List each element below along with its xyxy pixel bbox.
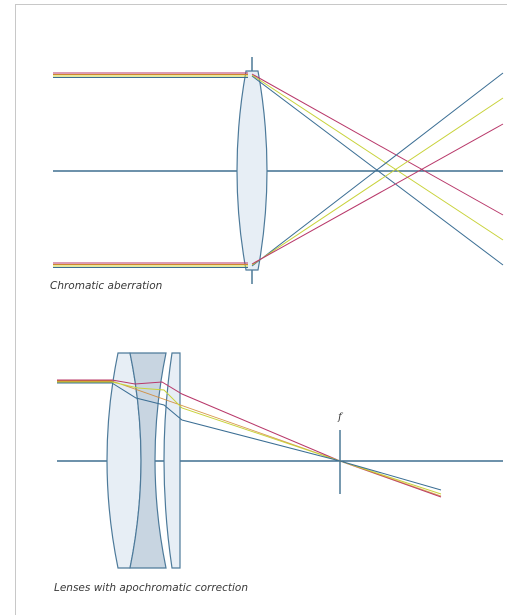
apo-ray-blue (111, 382, 442, 491)
diagram-frame (15, 4, 507, 615)
caption-apochromatic-correction: Lenses with apochromatic correction (54, 582, 248, 594)
refracted-ray-yellow-upper (251, 74, 504, 241)
lens-element-3 (163, 352, 181, 569)
caption-chromatic-aberration: Chromatic aberration (50, 280, 163, 292)
apochromatic-figure (57, 352, 503, 569)
refracted-ray-yellow-lower (251, 97, 504, 266)
chromatic-aberration-figure (53, 57, 504, 284)
lens-element-2 (129, 352, 167, 569)
refracted-ray-blue-upper (251, 75, 504, 266)
biconvex-lens (236, 70, 268, 271)
apo-ray-yellow (111, 381, 442, 495)
refracted-ray-red-upper (251, 73, 504, 216)
apo-ray-orange (111, 380, 442, 497)
refracted-ray-red-lower (251, 123, 504, 265)
focal-label: f (337, 412, 344, 423)
refracted-ray-blue-lower (251, 72, 504, 267)
